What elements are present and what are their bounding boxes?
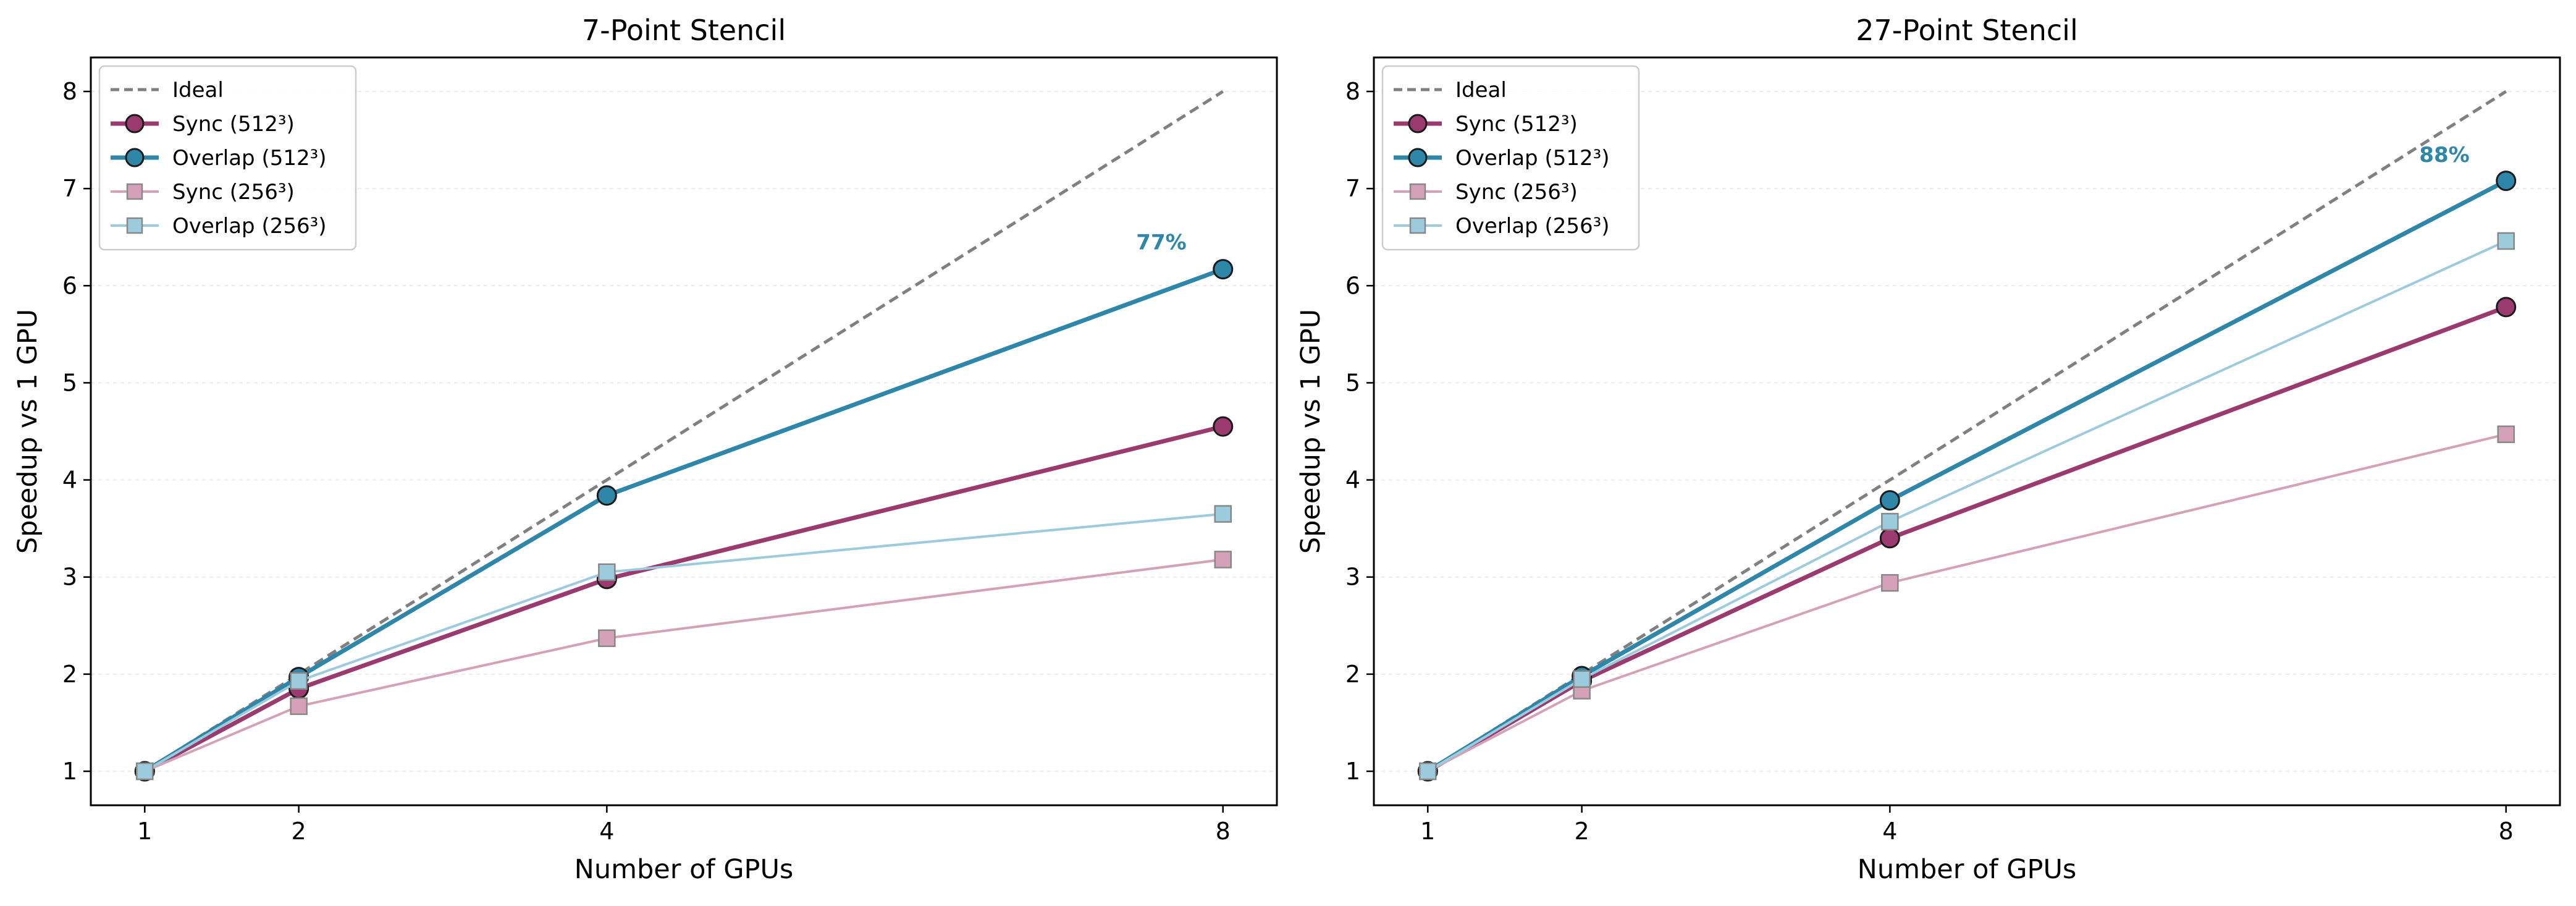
y-tick-label: 3 [1345, 564, 1360, 591]
legend-marker [1409, 217, 1426, 234]
legend-item: Sync (512³) [1394, 112, 1578, 137]
y-tick-label: 8 [62, 78, 77, 105]
legend-marker [1408, 114, 1428, 133]
series-line [1427, 433, 2507, 773]
legend-box [1381, 65, 1640, 251]
data-point [598, 563, 616, 582]
series-line [1426, 305, 2507, 774]
legend-marker [1409, 183, 1426, 200]
legend-item: Overlap (256³) [1394, 214, 1610, 239]
series-line [143, 90, 1224, 773]
y-tick-label: 7 [62, 175, 77, 202]
y-tick-label: 1 [1345, 758, 1360, 785]
legend-label: Overlap (256³) [1455, 214, 1610, 239]
data-point [136, 762, 154, 781]
legend-label: Sync (512³) [1455, 112, 1578, 137]
x-axis-label: Number of GPUs [575, 854, 794, 885]
y-tick-label: 5 [1345, 369, 1360, 396]
legend-label: Ideal [172, 78, 224, 103]
data-point [1573, 670, 1591, 688]
legend-label: Ideal [1455, 78, 1507, 103]
legend-box [98, 65, 357, 251]
y-tick-label: 2 [1345, 661, 1360, 688]
legend-label: Overlap (256³) [172, 214, 327, 239]
data-point [596, 485, 617, 506]
legend: Ideal Sync (512³) Overlap (512³) Sync (256³… [1381, 65, 1640, 251]
legend-label: Overlap (512³) [172, 146, 327, 171]
y-tick-label: 3 [62, 564, 77, 591]
data-point [290, 697, 308, 715]
x-tick-label: 2 [292, 818, 306, 845]
series-line [144, 512, 1223, 773]
x-tick-label: 8 [1216, 818, 1231, 845]
y-axis-label: Speedup vs 1 GPU [1295, 309, 1326, 554]
axes-frame [1373, 56, 2561, 807]
legend-marker [126, 217, 143, 234]
axes-frame [90, 56, 1278, 807]
x-tick-label: 2 [1575, 818, 1589, 845]
legend-label: Overlap (512³) [1455, 146, 1610, 171]
legend-marker [126, 183, 143, 200]
legend-item: Sync (256³) [1394, 180, 1578, 205]
data-point [290, 672, 308, 690]
data-point [1419, 762, 1437, 781]
y-axis-label: Speedup vs 1 GPU [12, 309, 43, 554]
legend-label: Sync (512³) [172, 112, 295, 137]
legend-item: Overlap (256³) [111, 214, 327, 239]
y-tick-label: 5 [62, 369, 77, 396]
annotation-label: 77% [1136, 231, 1186, 255]
data-point [1214, 551, 1232, 569]
legend-item: Sync (512³) [111, 112, 295, 137]
y-tick-label: 7 [1345, 175, 1360, 202]
x-tick-label: 4 [1882, 818, 1897, 845]
legend-item: Sync (256³) [111, 180, 295, 205]
data-point [598, 629, 616, 647]
series-line [1427, 240, 2507, 773]
legend-label: Sync (256³) [172, 180, 295, 205]
series-line [143, 424, 1224, 774]
x-tick-label: 1 [137, 818, 152, 845]
legend: Ideal Sync (512³) Overlap (512³) Sync (256³… [98, 65, 357, 251]
x-axis-label: Number of GPUs [1858, 854, 2077, 885]
data-point [2496, 297, 2517, 318]
y-tick-label: 4 [1345, 467, 1360, 494]
legend-marker [125, 114, 145, 133]
data-point [1879, 528, 1900, 549]
y-tick-label: 2 [62, 661, 77, 688]
x-tick-label: 8 [2499, 818, 2514, 845]
data-point [1879, 490, 1900, 511]
legend-item: Ideal [1394, 78, 1507, 103]
series-line [144, 558, 1223, 773]
y-tick-label: 4 [62, 467, 77, 494]
series-line [1426, 179, 2507, 773]
data-point [1214, 505, 1232, 523]
x-tick-label: 1 [1420, 818, 1435, 845]
series-line [143, 267, 1224, 773]
legend-item: Overlap (512³) [1394, 146, 1610, 171]
data-point [1881, 574, 1899, 592]
y-tick-label: 8 [1345, 78, 1360, 105]
x-tick-label: 4 [599, 818, 614, 845]
legend-item: Overlap (512³) [111, 146, 327, 171]
data-point [2496, 171, 2517, 192]
chart-title: 7-Point Stencil [582, 14, 786, 47]
data-point [2497, 232, 2515, 250]
y-tick-label: 6 [1345, 272, 1360, 299]
legend-item: Ideal [111, 78, 224, 103]
data-point [1881, 512, 1899, 531]
y-tick-label: 6 [62, 272, 77, 299]
legend-marker [125, 148, 145, 167]
data-point [2497, 425, 2515, 443]
y-tick-label: 1 [62, 758, 77, 785]
legend-label: Sync (256³) [1455, 180, 1578, 205]
legend-marker [1408, 148, 1428, 167]
chart-title: 27-Point Stencil [1856, 14, 2078, 47]
data-point [1213, 416, 1234, 437]
annotation-label: 88% [2419, 143, 2469, 167]
data-point [1213, 259, 1234, 280]
series-line [1426, 90, 2507, 773]
